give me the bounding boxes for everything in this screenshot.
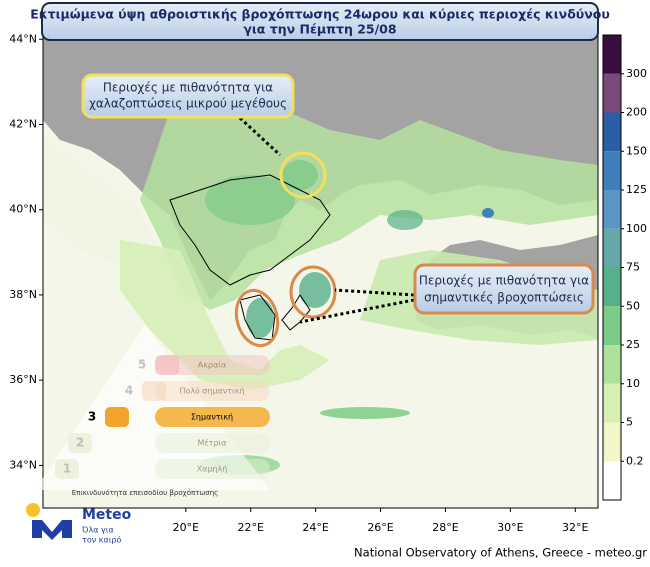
severity-legend: Επικινδυνότητα επεισοδίου βροχόπτωσης Ακ… (35, 325, 270, 497)
logo-tagline: τον καιρό (82, 535, 121, 545)
lat-tick-label: 44°N (9, 32, 37, 45)
severity-row (155, 459, 270, 479)
title-box (41, 2, 599, 41)
severity-label: Σημαντική (191, 413, 233, 422)
colorbar-segment (603, 422, 621, 462)
colorbar-tick-label: 300 (626, 67, 647, 80)
colorbar-segment (603, 190, 621, 229)
colorbar-segment (603, 345, 621, 384)
severity-number: 1 (63, 462, 71, 476)
lon-tick-label: 28°E (432, 521, 458, 534)
annotation-text: χαλαζοπτώσεις μικρού μεγέθους (89, 97, 287, 111)
severity-row (155, 355, 270, 375)
lon-tick-label: 32°E (562, 521, 588, 534)
severity-row (155, 381, 270, 401)
annotation-text: Περιοχές με πιθανότητα για (419, 274, 589, 288)
severity-row (155, 407, 270, 427)
colorbar-tick-label: 200 (626, 106, 647, 119)
annotation-text: Περιοχές με πιθανότητα για (103, 81, 273, 95)
lat-tick-label: 40°N (9, 203, 37, 216)
credit: National Observatory of Athens, Greece -… (354, 546, 647, 560)
colorbar-segment (603, 383, 621, 423)
lon-tick-label: 24°E (302, 521, 328, 534)
colorbar-tick-label: 25 (626, 338, 640, 351)
colorbar-segment (603, 73, 621, 113)
colorbar-segment (603, 461, 621, 500)
map (42, 34, 599, 509)
annotation-box (413, 263, 595, 315)
colorbar-tick-label: 125 (626, 183, 647, 196)
severity-label: Μέτρια (197, 438, 226, 448)
colorbar-tick-label: 75 (626, 261, 640, 274)
colorbar-tick-label: 50 (626, 299, 640, 312)
lat-tick-label: 36°N (9, 373, 37, 386)
severity-caption: Επικινδυνότητα επεισοδίου βροχόπτωσης (72, 489, 219, 497)
severity-number-box (105, 407, 129, 427)
lon-tick-label: 26°E (367, 521, 393, 534)
colorbar-segment (603, 151, 621, 190)
colorbar-segment (603, 267, 621, 307)
logo-tagline: Όλα για (81, 525, 114, 535)
severity-number: 2 (76, 436, 84, 450)
annotation-box (81, 73, 295, 119)
lon-tick-label: 20°E (173, 521, 199, 534)
colorbar-segment (603, 228, 621, 268)
annotation-text: σημαντικές βροχοπτώσεις (424, 291, 584, 305)
severity-row (155, 433, 270, 453)
severity-label: Χαμηλή (197, 465, 228, 474)
lat-tick-label: 34°N (9, 458, 37, 471)
colorbar-tick-label: 0.2 (626, 454, 644, 467)
colorbar-tick-label: 5 (626, 416, 633, 429)
logo-name: Meteo (82, 507, 132, 523)
colorbar-tick-label: 100 (626, 222, 647, 235)
severity-number-box (155, 355, 179, 375)
lat-tick-label: 38°N (9, 288, 37, 301)
severity-number: 3 (88, 410, 96, 424)
colorbar-segment (603, 306, 621, 345)
title: Εκτιμώμενα ύψη αθροιστικής βροχόπτωσης 2… (30, 7, 610, 22)
severity-number-box (142, 381, 166, 401)
colorbar-segment (603, 112, 621, 152)
lon-tick-label: 30°E (497, 521, 523, 534)
logo: Meteo Όλα για τον καιρό (26, 503, 132, 545)
colorbar-tick-label: 10 (626, 377, 640, 390)
severity-label: Πολύ σημαντική (179, 386, 244, 396)
title: για την Πέμπτη 25/08 (243, 22, 396, 37)
severity-number: 4 (125, 384, 133, 398)
severity-number-box (55, 459, 79, 479)
severity-number: 5 (138, 358, 146, 372)
colorbar-segment (603, 35, 621, 74)
lon-tick-label: 22°E (237, 521, 263, 534)
lat-tick-label: 42°N (9, 117, 37, 130)
severity-number-box (68, 433, 92, 453)
severity-label: Ακραία (198, 361, 227, 370)
colorbar-tick-label: 150 (626, 144, 647, 157)
